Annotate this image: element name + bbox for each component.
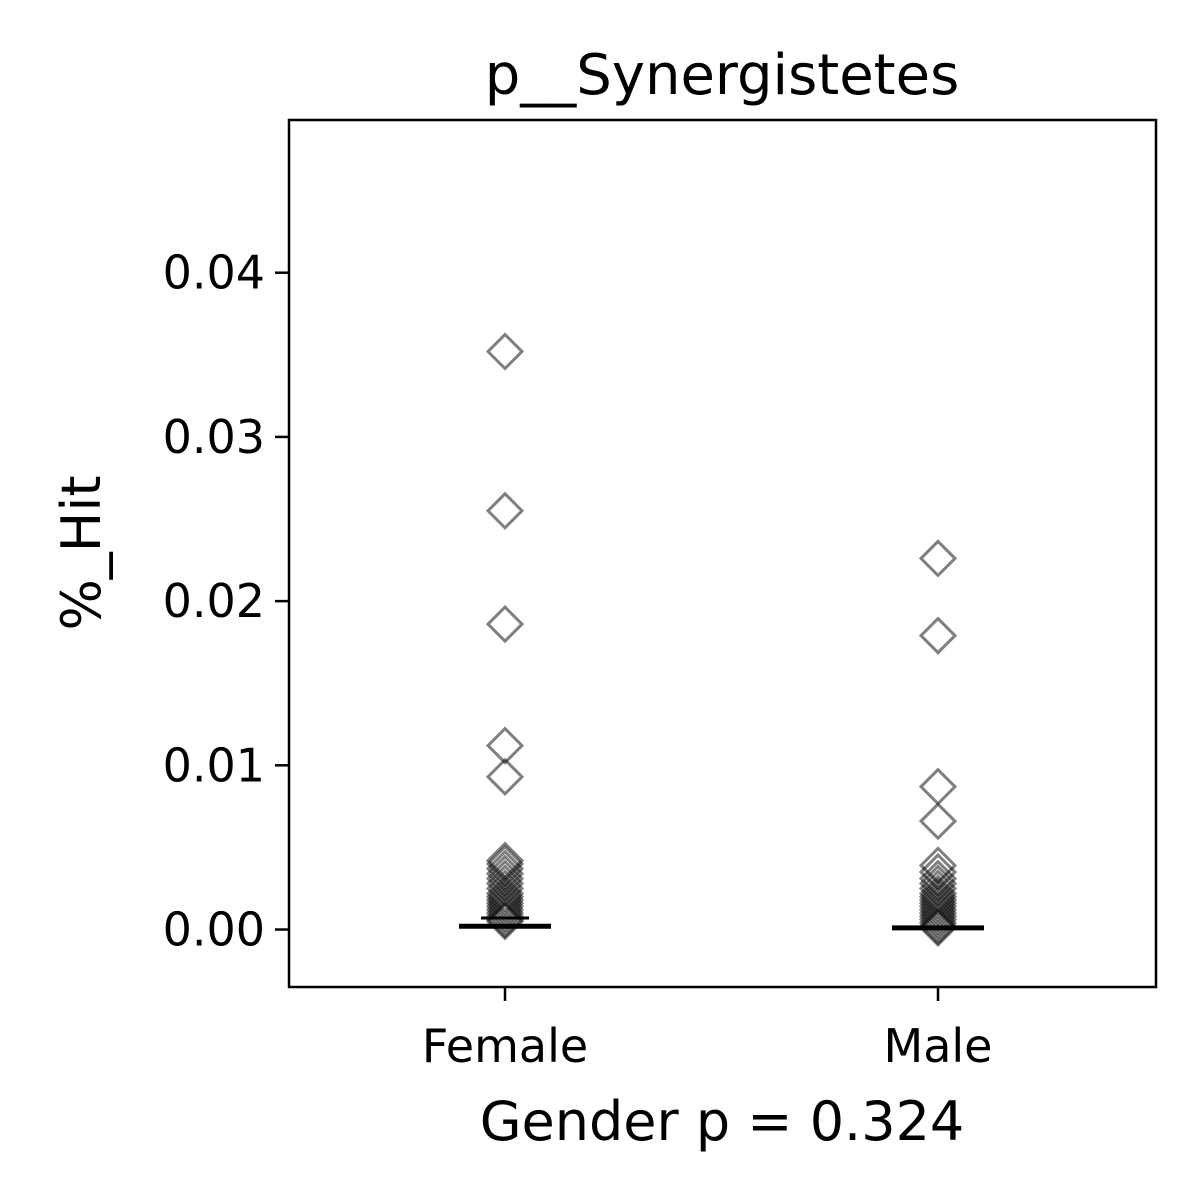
- y-axis-label: %_Hit: [50, 475, 113, 630]
- data-point: [485, 757, 525, 796]
- y-tick-label: 0.04: [163, 246, 265, 300]
- y-tick-label: 0.03: [163, 410, 265, 464]
- data-point: [485, 902, 525, 941]
- x-axis-label: Gender p = 0.324: [480, 1090, 965, 1153]
- data-point: [485, 491, 525, 530]
- data-point: [918, 897, 958, 936]
- data-point: [918, 767, 958, 806]
- data-point: [918, 887, 958, 926]
- data-point: [918, 616, 958, 655]
- data-point: [485, 893, 525, 933]
- data-point: [485, 332, 525, 371]
- data-point: [485, 874, 525, 913]
- data-point: [485, 897, 525, 936]
- chart-title: p__Synergistetes: [485, 43, 960, 108]
- data-point: [485, 877, 525, 916]
- y-axis: 0.00 0.01 0.02 0.03 0.04: [163, 246, 289, 957]
- data-point: [918, 802, 958, 841]
- x-tick-label: Female: [422, 1019, 588, 1073]
- data-point: [485, 604, 525, 644]
- y-tick-label: 0.00: [163, 903, 265, 957]
- data-point: [485, 887, 525, 926]
- data-point: [485, 884, 525, 923]
- data-point: [918, 908, 958, 948]
- plot-frame: [287, 118, 1158, 989]
- data-point: [918, 877, 958, 916]
- x-axis: Female Male: [422, 987, 993, 1073]
- data-point: [918, 903, 958, 943]
- data-point: [918, 900, 958, 939]
- plot-marks: [459, 332, 984, 948]
- y-tick-label: 0.02: [163, 574, 265, 628]
- data-point: [485, 726, 525, 765]
- data-point: [918, 884, 958, 923]
- data-point: [918, 880, 958, 920]
- x-tick-label: Male: [884, 1019, 993, 1073]
- data-point: [918, 539, 958, 578]
- y-tick-label: 0.01: [163, 738, 265, 792]
